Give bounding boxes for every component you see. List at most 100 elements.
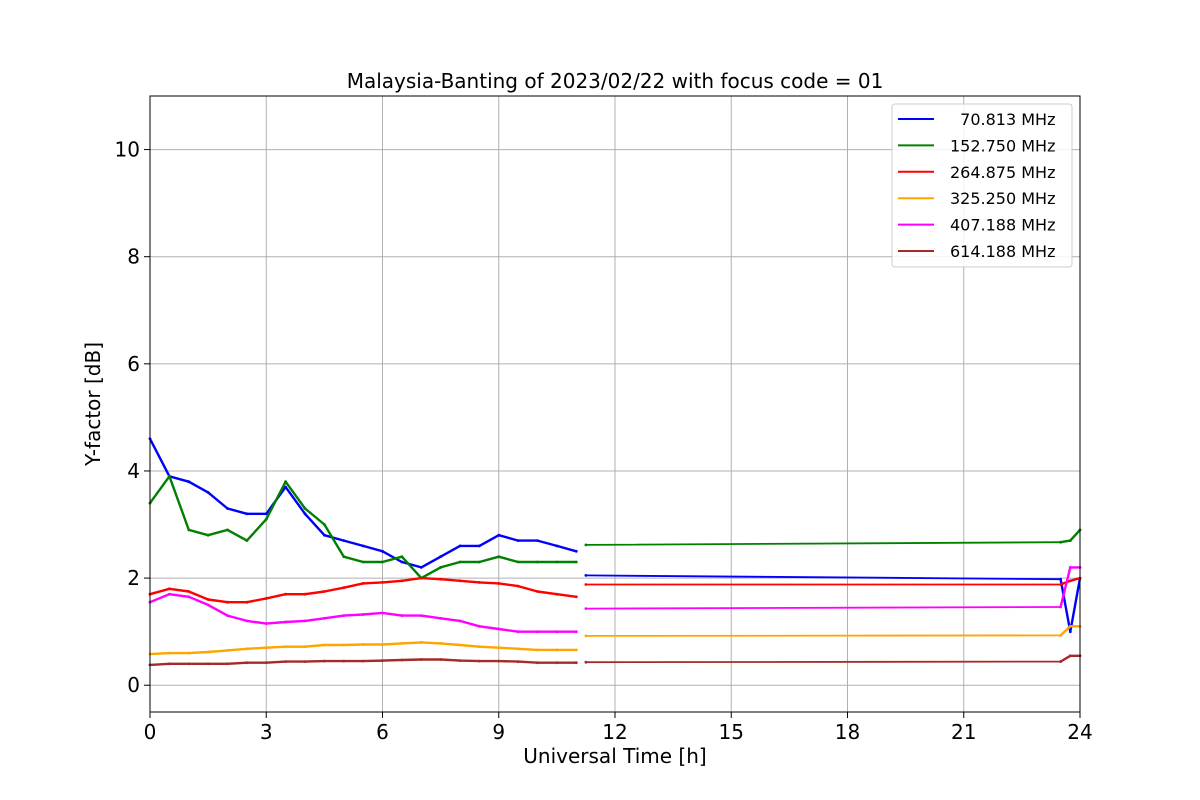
series-3-point: [419, 576, 423, 580]
series-5-point: [361, 613, 365, 616]
series-3-point: [361, 582, 365, 585]
series-5-point: [516, 630, 520, 634]
series-2-point: [478, 560, 481, 564]
series-1-point: [1068, 630, 1072, 634]
series-3-point: [1068, 579, 1072, 583]
series-6-point: [1068, 654, 1072, 658]
series-4-point: [584, 634, 588, 638]
series-6-point: [400, 658, 404, 662]
y-tick-label: 8: [127, 245, 140, 269]
series-4-point: [516, 647, 520, 651]
series-5-point: [187, 595, 191, 599]
series-2-point: [342, 555, 346, 559]
series-4-point: [323, 643, 326, 647]
series-3: [148, 576, 1082, 604]
series-1-point: [303, 512, 307, 516]
series-2-point: [381, 560, 384, 564]
series-2-point: [574, 560, 578, 564]
series-1-point: [400, 560, 404, 564]
series-3-point: [206, 598, 210, 601]
series-2-point: [536, 560, 539, 564]
series-1-point: [361, 544, 365, 548]
series-6-point: [361, 659, 365, 663]
series-1-point: [555, 544, 559, 548]
series-3-point: [555, 592, 559, 596]
series-2-point: [1059, 540, 1062, 544]
series-line-4-gap: [585, 634, 1062, 637]
series-2-point: [1068, 539, 1072, 542]
series-2-point: [584, 543, 588, 547]
series-2-point: [439, 566, 442, 569]
series-line-2-gap: [585, 541, 1062, 546]
series-6-point: [303, 660, 307, 663]
series-line-5-gap: [585, 606, 1062, 610]
series-3-point: [187, 590, 191, 593]
series-2-point: [497, 555, 501, 559]
series-5-point: [206, 603, 210, 607]
series-5-point: [574, 630, 578, 634]
series-1-point: [497, 533, 501, 537]
legend-box: [891, 103, 1073, 268]
series-2-point: [168, 474, 171, 478]
series-4-point: [284, 645, 287, 649]
series-3-point: [323, 590, 326, 593]
series-1-point: [342, 539, 346, 542]
series-4-point: [419, 641, 423, 644]
legend-label-2: 152.750 MHz: [950, 136, 1055, 155]
series-3-point: [536, 590, 539, 593]
series-3-point: [284, 592, 287, 596]
series-4-point: [226, 649, 229, 652]
series-6-point: [187, 662, 191, 666]
series-5-point: [264, 622, 268, 625]
series-2-point: [458, 560, 462, 564]
series-4-point: [342, 643, 346, 647]
series-6-point: [1059, 660, 1062, 663]
series-3-point: [1059, 583, 1062, 586]
series-2-point: [361, 560, 365, 564]
series-3-point: [439, 577, 442, 581]
x-tick-label: 18: [835, 720, 860, 744]
y-axis-label: Y-factor [dB]: [81, 342, 105, 467]
series-4-point: [536, 648, 539, 652]
series-5-point: [478, 624, 481, 628]
series-4-point: [1059, 634, 1062, 637]
x-tick-label: 6: [376, 720, 389, 744]
chart-title: Malaysia-Banting of 2023/02/22 with focu…: [347, 69, 884, 93]
series-5: [148, 566, 1082, 634]
series-6-point: [584, 660, 588, 664]
series-3-point: [478, 581, 481, 584]
x-tick-label: 15: [719, 720, 744, 744]
series-5-point: [497, 627, 501, 631]
series-4-point: [439, 642, 442, 645]
series-6-point: [226, 662, 229, 666]
series-5-point: [381, 611, 384, 615]
series-1-point: [536, 539, 539, 542]
series-6-point: [323, 659, 326, 663]
series-4-point: [168, 651, 171, 655]
series-3-point: [168, 587, 171, 591]
legend-label-5: 407.188 MHz: [950, 216, 1055, 235]
series-1-point: [206, 491, 210, 494]
legend-entries: 70.813 MHz 152.750 MHz 264.875 MHz 325.250 …: [898, 110, 1055, 261]
legend-label-6: 614.188 MHz: [950, 242, 1055, 261]
series-1-point: [284, 485, 287, 489]
y-tick-label: 4: [127, 459, 140, 483]
series-4-point: [187, 651, 191, 655]
series-4-point: [555, 648, 559, 652]
series-3-point: [584, 583, 588, 586]
x-tick-label: 21: [951, 720, 976, 744]
series-2: [148, 474, 1082, 580]
series-2-point: [516, 560, 520, 564]
series-5-point: [226, 614, 229, 617]
series-3-point: [400, 579, 404, 583]
series-2-point: [187, 528, 191, 532]
series-5-point: [245, 619, 249, 623]
series-1-point: [478, 544, 481, 548]
y-tick-label: 10: [115, 138, 140, 162]
x-tick-label: 9: [492, 720, 505, 744]
series-2-point: [400, 555, 404, 559]
series-6-point: [284, 660, 287, 663]
series-4-point: [245, 647, 249, 651]
